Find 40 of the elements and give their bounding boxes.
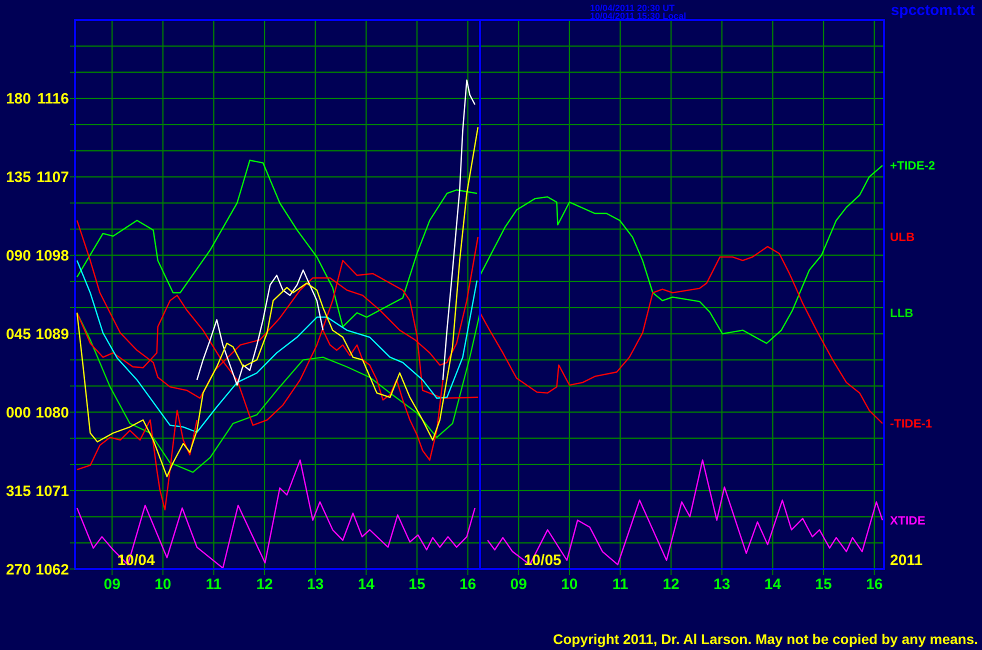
text: 2011 bbox=[890, 552, 923, 569]
y2-tick-label: 270 bbox=[6, 561, 31, 578]
x-tick-label: 09 bbox=[510, 576, 527, 593]
annotation: 10/04/2011 15:30 Local bbox=[590, 11, 686, 21]
x-tick-label: 16 bbox=[866, 576, 883, 593]
text: ULB bbox=[890, 230, 915, 244]
y3-tick-label: 090 bbox=[6, 248, 31, 265]
series-label: -TIDE-1 bbox=[890, 416, 932, 431]
x-tick-label: 11 bbox=[612, 576, 628, 593]
series-label: XTIDE bbox=[890, 513, 926, 528]
y-tick-label: 1098 bbox=[36, 248, 69, 265]
text: spcctom.txt bbox=[890, 2, 975, 19]
x-tick-label: 12 bbox=[256, 576, 273, 593]
y-tick-label: 1071 bbox=[36, 482, 69, 500]
x-tick-label: 16 bbox=[459, 576, 476, 593]
x-tick-label: 15 bbox=[408, 576, 426, 593]
x-tick-label: 14 bbox=[358, 576, 376, 593]
y-tick-label: 1107 bbox=[36, 169, 69, 186]
y3-tick-label: 135 bbox=[6, 169, 31, 186]
x-tick-label: 15 bbox=[815, 576, 832, 593]
y3-tick-label: 045 bbox=[6, 326, 31, 343]
text: 10/04/2011 20:30 UT bbox=[590, 3, 676, 13]
x-tick-label: 10 bbox=[154, 576, 172, 593]
x-tick-label: 12 bbox=[662, 576, 680, 593]
series-label: +TIDE-2 bbox=[890, 158, 936, 173]
x-tick-label: 11 bbox=[206, 576, 222, 593]
y-tick-label: 1089 bbox=[36, 326, 69, 343]
x-tick-label: 13 bbox=[307, 576, 324, 593]
y3-tick-label: 180 bbox=[6, 90, 31, 108]
y-tick-label: 1080 bbox=[36, 404, 69, 422]
text: LLB bbox=[890, 306, 914, 320]
y-tick-label: 1062 bbox=[36, 561, 69, 578]
x-tick-label: 09 bbox=[104, 576, 120, 593]
x-tick-label: 13 bbox=[714, 576, 730, 593]
x-tick-label: 10 bbox=[561, 576, 578, 593]
y3-tick-label: 000 bbox=[6, 404, 31, 422]
text: Copyright 2011, Dr. Al Larson. May not be copied by any means. bbox=[552, 631, 978, 647]
y2-tick-label: 315 bbox=[6, 482, 31, 500]
x-tick-label: 14 bbox=[764, 576, 782, 593]
y-tick-label: 1116 bbox=[37, 90, 69, 108]
